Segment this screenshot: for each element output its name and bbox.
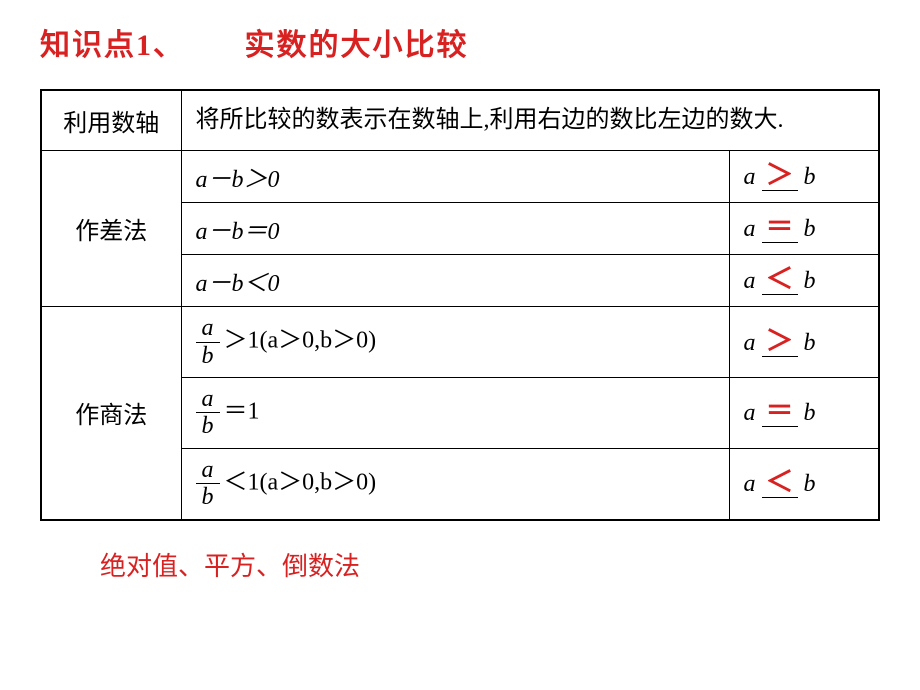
var-b: b [804,400,816,426]
fraction-denominator: b [196,413,220,439]
var-b: b [804,471,816,497]
result-cell: a ＝ b [729,377,879,448]
answer-operator: ＝ [762,214,798,243]
var-a: a [744,471,756,497]
var-a: a [744,268,756,294]
method-cell-subtraction: 作差法 [41,151,181,307]
var-b: b [804,216,816,242]
result-cell: a ＜ b [729,448,879,519]
condition-cell: a－b＞0 [181,151,729,203]
result-cell: a ＜ b [729,255,879,307]
var-a: a [744,330,756,356]
desc-cell-numberline: 将所比较的数表示在数轴上,利用右边的数比左边的数大. [181,90,879,151]
fraction: a b [196,315,220,369]
fraction-numerator: a [196,457,220,484]
condition-cell: a b ＜1(a＞0,b＞0) [181,448,729,519]
condition-cell: a－b＜0 [181,255,729,307]
answer-operator: ＝ [762,398,798,427]
fraction-denominator: b [196,343,220,369]
answer-operator: ＜ [762,469,798,498]
condition-cell: a b ＞1(a＞0,b＞0) [181,307,729,378]
var-b: b [804,330,816,356]
fraction-numerator: a [196,386,220,413]
var-a: a [744,400,756,426]
page-title: 知识点1、 实数的大小比较 [40,20,880,64]
condition-cell: a－b＝0 [181,203,729,255]
result-cell: a ＝ b [729,203,879,255]
var-b: b [804,164,816,190]
answer-operator: ＞ [762,162,798,191]
title-part1: 知识点1、 [40,29,185,62]
fraction-numerator: a [196,315,220,342]
fraction: a b [196,386,220,440]
title-part2: 实数的大小比较 [245,29,469,62]
condition-cell: a b ＝1 [181,377,729,448]
answer-operator: ＜ [762,266,798,295]
method-cell-numberline: 利用数轴 [41,90,181,151]
var-b: b [804,268,816,294]
fraction: a b [196,457,220,511]
method-cell-division: 作商法 [41,307,181,520]
answer-operator: ＞ [762,328,798,357]
fraction-denominator: b [196,484,220,510]
condition-suffix: ＝1 [224,398,260,424]
footer-note: 绝对值、平方、倒数法 [100,546,880,583]
var-a: a [744,216,756,242]
table-row: 作差法 a－b＞0 a ＞ b [41,151,879,203]
condition-suffix: ＞1(a＞0,b＞0) [224,328,377,354]
result-cell: a ＞ b [729,307,879,378]
table-row: 利用数轴 将所比较的数表示在数轴上,利用右边的数比左边的数大. [41,90,879,151]
result-cell: a ＞ b [729,151,879,203]
condition-suffix: ＜1(a＞0,b＞0) [224,469,377,495]
comparison-table: 利用数轴 将所比较的数表示在数轴上,利用右边的数比左边的数大. 作差法 a－b＞… [40,89,880,521]
var-a: a [744,164,756,190]
table-row: 作商法 a b ＞1(a＞0,b＞0) a ＞ b [41,307,879,378]
